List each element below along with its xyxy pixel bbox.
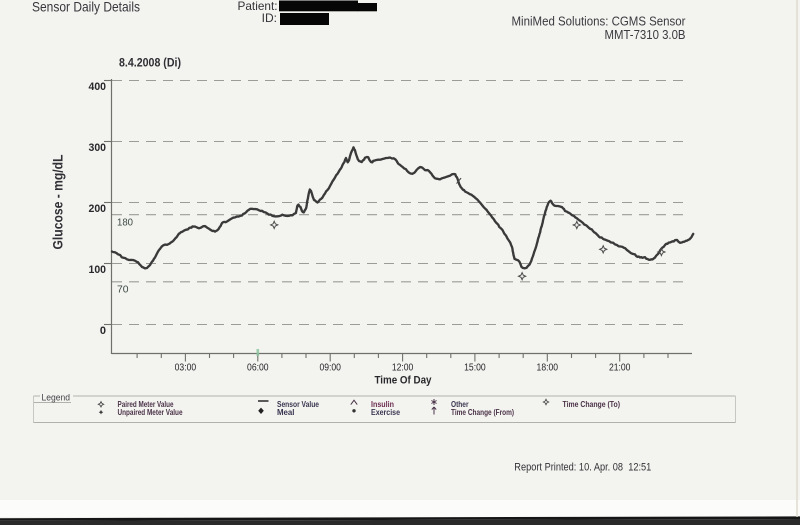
svg-text:8.4.2008 (Di): 8.4.2008 (Di): [119, 58, 181, 70]
svg-text:Unpaired Meter Value: Unpaired Meter Value: [118, 408, 183, 417]
svg-text:06:00: 06:00: [247, 363, 269, 374]
svg-text:MiniMed Solutions: CGMS Sensor: MiniMed Solutions: CGMS Sensor: [512, 14, 687, 29]
svg-text:100: 100: [89, 264, 107, 276]
svg-text:18:00: 18:00: [537, 363, 559, 374]
svg-text:Time Of Day: Time Of Day: [375, 375, 433, 387]
svg-text:180: 180: [117, 218, 133, 229]
svg-text:12:00: 12:00: [392, 363, 414, 374]
svg-text:Sensor Value: Sensor Value: [277, 400, 319, 409]
svg-text:21:00: 21:00: [609, 363, 631, 374]
svg-text:Time Change (From): Time Change (From): [451, 408, 514, 417]
svg-text:03:00: 03:00: [175, 363, 197, 374]
svg-text:Time Change (To): Time Change (To): [563, 400, 621, 409]
svg-text:Legend: Legend: [42, 393, 71, 404]
svg-text:70: 70: [117, 285, 129, 296]
svg-text:Paired Meter Value: Paired Meter Value: [118, 400, 174, 409]
svg-text:15:00: 15:00: [464, 363, 486, 374]
svg-text:Sensor Daily Details: Sensor Daily Details: [32, 0, 140, 14]
svg-text:09:00: 09:00: [319, 363, 341, 374]
svg-text:Other: Other: [451, 400, 469, 409]
svg-text:MMT-7310 3.0B: MMT-7310 3.0B: [605, 27, 686, 42]
svg-text:Report Printed: 10. Apr. 08 1: Report Printed: 10. Apr. 08 12:51: [514, 462, 651, 474]
svg-text:ID:: ID:: [262, 11, 277, 25]
svg-text:200: 200: [89, 203, 107, 215]
svg-text:Glucose - mg/dL: Glucose - mg/dL: [50, 154, 66, 249]
svg-text:300: 300: [89, 142, 107, 154]
svg-text:Patient:: Patient:: [238, 0, 278, 13]
svg-text:Insulin: Insulin: [371, 400, 394, 409]
svg-text:Meal: Meal: [277, 408, 295, 417]
svg-text:0: 0: [100, 325, 106, 337]
svg-text:Exercise: Exercise: [371, 408, 400, 417]
svg-text:400: 400: [89, 81, 107, 93]
